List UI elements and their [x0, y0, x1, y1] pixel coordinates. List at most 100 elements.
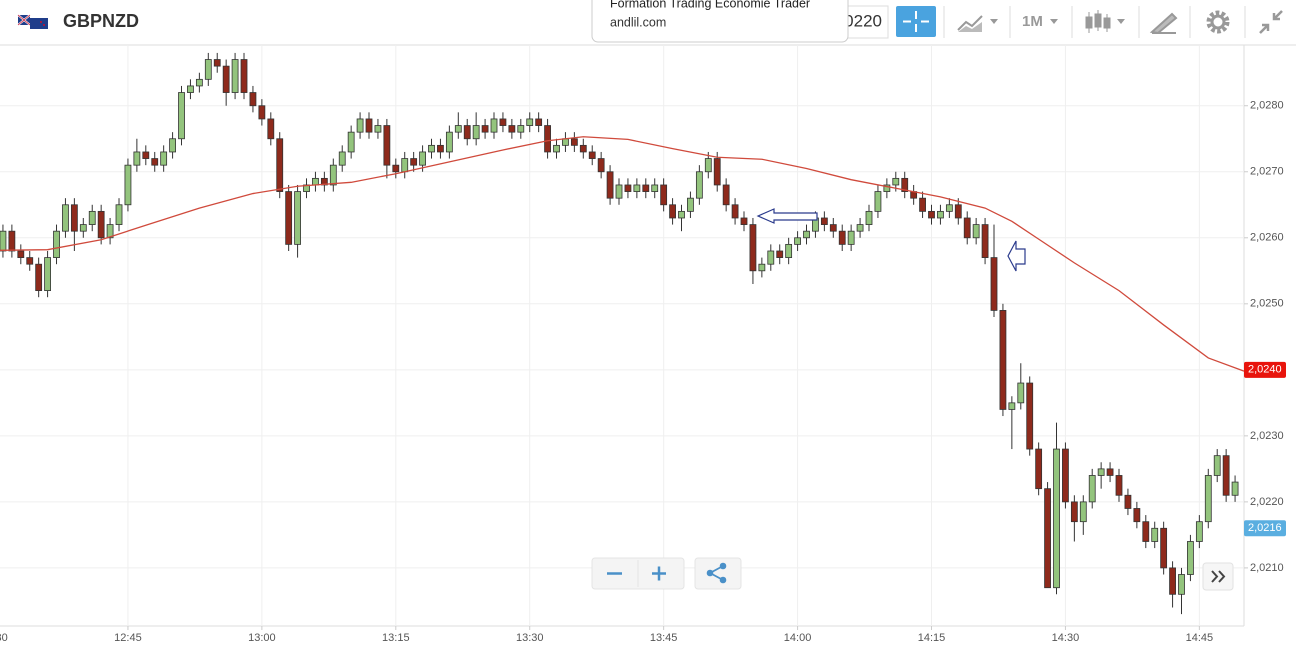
candle-body	[829, 224, 837, 232]
candle-body	[445, 131, 453, 153]
candle-body	[954, 204, 962, 219]
price-tag-label: 2,0216	[1248, 522, 1282, 534]
candle-body	[803, 230, 810, 239]
candle-body	[1053, 448, 1060, 589]
y-tick-label: 2,0220	[1250, 496, 1284, 508]
candle-body	[945, 204, 953, 212]
candle-body	[8, 230, 16, 252]
candle-body	[1088, 475, 1096, 503]
candle-body	[222, 65, 230, 93]
popup: Formation Trading Economie Trader andlil…	[591, 0, 849, 43]
candle-body	[231, 59, 239, 93]
candle-body	[767, 250, 775, 265]
price-tag	[1244, 361, 1286, 378]
candle-body	[410, 158, 418, 166]
candle-body	[597, 158, 605, 173]
candle-body	[1133, 508, 1141, 523]
scroll-right-icon	[1211, 570, 1226, 583]
candle-body	[481, 125, 489, 133]
annotation-arrow	[1007, 240, 1026, 272]
candle-body	[820, 217, 828, 225]
candle-body	[499, 118, 507, 126]
share-button[interactable]	[694, 557, 742, 590]
price-tag	[1244, 520, 1286, 537]
y-tick-label: 2,0270	[1250, 166, 1284, 178]
symbol: GBPNZD	[63, 11, 139, 31]
candle-body	[312, 177, 319, 186]
x-tick-label: 14:00	[784, 632, 812, 644]
candle-body	[1097, 468, 1105, 476]
candle-body	[329, 164, 337, 186]
candle-body	[1017, 382, 1025, 404]
candle-body	[115, 204, 123, 225]
candle-body	[544, 125, 551, 153]
candle-body	[740, 217, 748, 225]
zoom-in-button[interactable]	[652, 566, 666, 581]
chart-type-button[interactable]	[957, 15, 998, 32]
y-tick-label: 2,0230	[1250, 430, 1284, 442]
candle-body	[981, 224, 989, 258]
crosshair-icon	[903, 11, 929, 32]
candle-body	[606, 171, 614, 199]
candle-body	[937, 210, 944, 219]
candle-body	[419, 151, 426, 166]
candle-body	[588, 151, 596, 159]
timeframe[interactable]: 1M	[1022, 13, 1043, 30]
candle-body	[428, 144, 435, 153]
candle-body	[258, 105, 266, 120]
candle-type-button[interactable]	[1085, 10, 1125, 33]
collapse-button[interactable]	[1259, 10, 1283, 34]
candle-body	[294, 191, 301, 245]
plot-area: 2,0210 2,0220 2,0230 2,0240 2,0250 2,0260 2,02…	[0, 45, 1286, 644]
moving-average	[0, 136, 1245, 372]
candle-body	[195, 78, 203, 87]
popup-url[interactable]: andlil.com	[610, 15, 666, 29]
candle-body	[758, 263, 766, 272]
candle-body	[240, 59, 248, 93]
candle-body	[749, 224, 757, 272]
candle-body	[874, 191, 882, 212]
candle-body	[972, 224, 980, 239]
settings-button[interactable]	[1206, 10, 1230, 34]
candle-body	[517, 125, 525, 133]
y-tick-label: 2,0280	[1250, 100, 1284, 112]
candle-body	[794, 237, 801, 245]
candle-body	[1151, 527, 1159, 542]
candle-body	[785, 243, 793, 258]
candle-body	[847, 230, 855, 245]
y-tick-label: 2,0250	[1250, 298, 1284, 310]
annotation-arrow	[756, 208, 818, 224]
zoom-controls	[591, 557, 742, 590]
candle-body	[320, 177, 328, 186]
popup-title: Formation Trading Economie Trader	[610, 0, 810, 10]
candle-body	[1079, 501, 1087, 523]
candle-body	[642, 184, 650, 192]
candle-body	[79, 224, 87, 232]
candle-body	[133, 151, 141, 166]
candle-body	[454, 125, 462, 133]
candle-body	[1106, 468, 1114, 476]
candle-body	[204, 59, 212, 80]
draw-tool-button[interactable]	[1149, 12, 1178, 35]
candle-body	[838, 230, 846, 245]
candle-body	[919, 197, 926, 212]
candle-body	[437, 144, 444, 153]
candle-body	[678, 210, 685, 219]
candle-body	[1187, 541, 1194, 575]
candle-body	[1026, 382, 1034, 450]
candle-body	[1142, 521, 1150, 542]
candle-body	[356, 118, 364, 133]
candle-body	[365, 118, 373, 133]
candle-body	[526, 118, 534, 126]
candle-body	[963, 217, 971, 239]
candle-body	[1195, 521, 1203, 542]
candle-body	[62, 204, 69, 232]
candle-body	[669, 204, 676, 219]
candle-body	[624, 184, 632, 192]
flag	[17, 14, 48, 29]
crosshair-button[interactable]	[896, 6, 936, 37]
candle-body	[151, 158, 159, 166]
candle-body	[401, 158, 409, 173]
candle-body	[88, 210, 96, 225]
candle-body	[579, 144, 587, 153]
